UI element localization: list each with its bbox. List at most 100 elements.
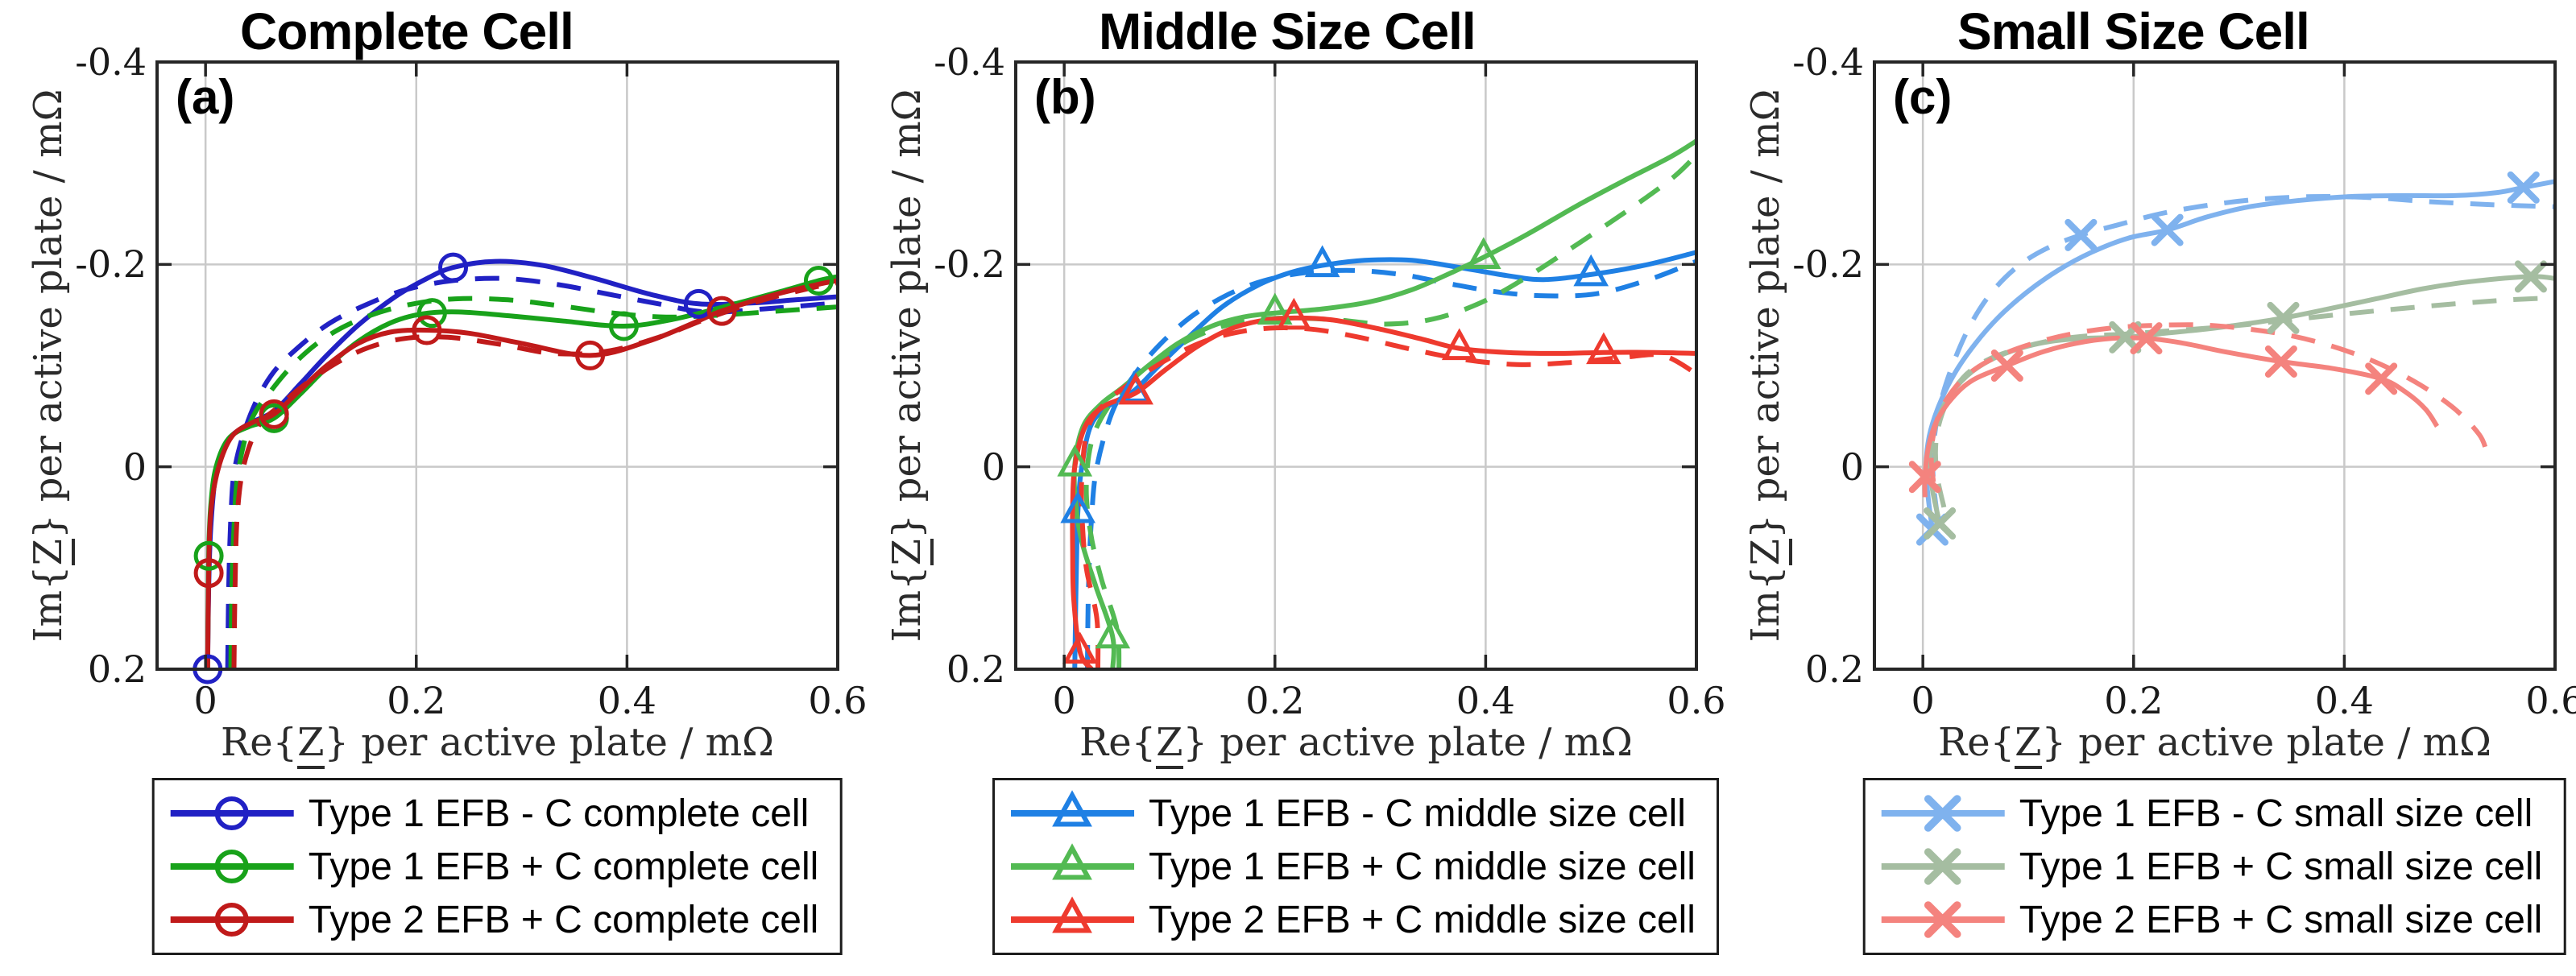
plot-box (1873, 60, 2557, 671)
x-axis-label: Re{Z} per active plate / mΩ (157, 720, 838, 769)
legend-item: Type 1 EFB + C complete cell (166, 840, 818, 893)
series-marker-x (2365, 362, 2398, 395)
series-marker-triangle (1052, 843, 1092, 880)
series-marker-x (2514, 260, 2547, 293)
legend-a: Type 1 EFB - C complete cell Type 1 EFB +… (151, 778, 843, 955)
series-marker-x (1924, 795, 1961, 832)
series-lines (1070, 139, 1696, 669)
series-line (1928, 274, 2555, 524)
y-tick-label: -0.2 (1792, 242, 1864, 287)
series-marker-circle (412, 315, 442, 345)
legend-marker-triangle (1011, 896, 1135, 933)
series-marker-x (2130, 322, 2163, 355)
series-marker-x (1924, 507, 1957, 540)
series-marker-triangle (1052, 790, 1092, 827)
series-marker-circle (416, 298, 447, 329)
legend-item: Type 1 EFB - C small size cell (1877, 787, 2543, 840)
series-marker-circle (259, 399, 289, 429)
series-marker-circle (706, 296, 737, 326)
series-marker-x (2507, 171, 2540, 204)
y-tick-label: -0.2 (75, 242, 147, 287)
y-tick-label: 0.2 (946, 647, 1005, 691)
series-marker-x (1924, 901, 1961, 938)
panel-title: Complete Cell (240, 2, 574, 60)
legend-label: Type 1 EFB + C middle size cell (1149, 845, 1696, 888)
legend-item: Type 2 EFB + C middle size cell (1006, 893, 1696, 946)
x-tick-label: 0.2 (387, 679, 446, 722)
series-marker-circle (214, 796, 249, 830)
series-marker-triangle (1573, 254, 1609, 287)
series-line (1932, 295, 2555, 508)
y-tick-label: -0.4 (934, 40, 1005, 84)
y-tick-label: 0 (122, 445, 147, 489)
legend-label: Type 1 EFB - C complete cell (308, 792, 810, 835)
series-line (1928, 322, 2489, 482)
legend-item: Type 2 EFB + C complete cell (166, 893, 818, 946)
legend-b: Type 1 EFB - C middle size cell Type 1 EF… (992, 778, 1719, 955)
y-tick-label: 0.2 (87, 647, 147, 691)
series-line (1079, 325, 1696, 669)
series-marker-circle (193, 540, 224, 571)
x-tick-label: 0.6 (2525, 679, 2576, 722)
series-line (1071, 139, 1696, 669)
panel-tag: (a) (176, 70, 235, 124)
series-marker-triangle (1060, 490, 1096, 523)
series-line (231, 280, 838, 669)
series-marker-circle (193, 558, 224, 589)
legend-label: Type 2 EFB + C middle size cell (1149, 898, 1696, 941)
panel-title: Middle Size Cell (1099, 2, 1476, 60)
x-tick-label: 0.6 (808, 679, 868, 722)
series-marker-triangle (1586, 332, 1621, 365)
series-marker-x (2267, 301, 2300, 334)
legend-label: Type 1 EFB + C small size cell (2019, 845, 2543, 888)
legend-item: Type 1 EFB - C complete cell (166, 787, 819, 840)
legend-item: Type 2 EFB + C small size cell (1877, 893, 2543, 946)
series-line (228, 296, 838, 669)
x-tick-label: 0 (1911, 679, 1935, 722)
series-marker-circle (608, 311, 639, 341)
panel-middle-size-cell: Middle Size Cell (b) 0 0.2 0.4 0.6 -0.4 -0.2 0… (859, 0, 1726, 976)
legend-label: Type 1 EFB - C middle size cell (1149, 792, 1686, 835)
legend-marker-circle (170, 796, 294, 830)
series-marker-circle (214, 850, 249, 883)
x-tick-label: 0.2 (1245, 679, 1305, 722)
series-marker-triangle (1441, 328, 1477, 361)
x-tick-label: 0.4 (1456, 679, 1515, 722)
legend-marker-circle (170, 903, 294, 937)
series-line (205, 278, 838, 669)
series-marker-triangle (1304, 245, 1340, 278)
series-marker-x (2151, 213, 2184, 246)
series-line (1924, 179, 2555, 530)
series-line (1083, 153, 1696, 669)
plot-box (1014, 60, 1698, 671)
series-line (225, 275, 838, 669)
series-marker-circle (803, 265, 834, 296)
series-marker-triangle (1095, 616, 1131, 649)
y-axis-label: Im{Z} per active plate / mΩ (883, 62, 934, 669)
plot-box (155, 60, 839, 671)
y-tick-label: -0.2 (934, 242, 1005, 287)
legend-marker-triangle (1011, 843, 1135, 880)
x-tick-label: 0.2 (2104, 679, 2164, 722)
legend-marker-circle (170, 850, 294, 883)
x-axis-label: Re{Z} per active plate / mΩ (1874, 720, 2555, 769)
series-marker-x (2065, 218, 2098, 251)
x-axis-label: Re{Z} per active plate / mΩ (1016, 720, 1696, 769)
series-marker-triangle (1257, 292, 1293, 325)
series-marker-triangle (1052, 896, 1092, 933)
x-tick-label: 0.6 (1667, 679, 1726, 722)
y-axis-label: Im{Z} per active plate / mΩ (24, 62, 75, 669)
series-line (1072, 250, 1696, 669)
panel-small-size-cell: Small Size Cell (c) 0 0.2 0.4 0.6 -0.4 -0.2 0 0… (1717, 0, 2576, 976)
x-tick-label: 0 (193, 679, 217, 722)
legend-item: Type 1 EFB - C middle size cell (1006, 787, 1696, 840)
series-line (1070, 315, 1696, 669)
series-marker-triangle (1465, 237, 1501, 270)
x-tick-label: 0 (1052, 679, 1076, 722)
legend-c: Type 1 EFB - C small size cell Type 1 EFB… (1862, 778, 2566, 955)
series-lines (205, 258, 838, 669)
plot-c (1873, 60, 2557, 671)
panel-title: Small Size Cell (1957, 2, 2310, 60)
legend-label: Type 2 EFB + C small size cell (2019, 898, 2543, 941)
